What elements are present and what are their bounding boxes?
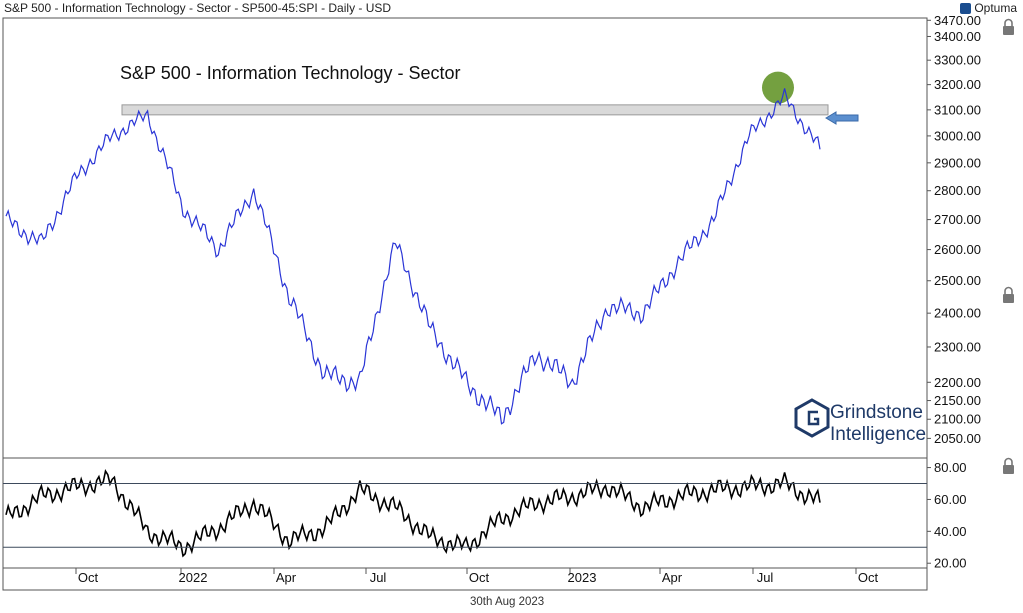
- x-tick-label: Oct: [858, 570, 879, 585]
- footer-date: 30th Aug 2023: [470, 596, 545, 608]
- price-y-tick-label: 3000.00: [934, 128, 981, 143]
- rsi-y-tick-label: 20.00: [934, 556, 967, 571]
- x-tick-label: 2022: [179, 570, 208, 585]
- price-y-tick-label: 2400.00: [934, 306, 981, 321]
- x-tick-label: Jul: [370, 570, 387, 585]
- rsi-y-tick-label: 40.00: [934, 524, 967, 539]
- price-y-tick-label: 2200.00: [934, 375, 981, 390]
- lock-icon[interactable]: [1003, 457, 1014, 475]
- x-axis: Oct 2022 Apr Jul Oct 2023 Apr Jul Oct: [75, 568, 879, 585]
- highlight-circle-icon: [762, 71, 794, 104]
- chart-title: S&P 500 - Information Technology - Secto…: [120, 63, 461, 83]
- price-series-line: [5, 88, 821, 425]
- price-y-tick-label: 2100.00: [934, 412, 981, 427]
- rsi-panel-frame: [2, 457, 928, 569]
- price-y-tick-label: 3300.00: [934, 53, 981, 68]
- watermark-line1: Grindstone: [830, 402, 923, 423]
- x-tick-label: Jul: [757, 570, 774, 585]
- rsi-y-axis: 80.00 60.00 40.00 20.00: [927, 460, 967, 571]
- lock-icon[interactable]: [1003, 18, 1014, 36]
- watermark-logo: Grindstone Intelligence: [794, 398, 926, 445]
- x-tick-label: Oct: [78, 570, 99, 585]
- left-arrow-icon: [825, 111, 859, 125]
- price-y-tick-label: 2150.00: [934, 393, 981, 408]
- price-y-tick-label: 2500.00: [934, 273, 981, 288]
- price-y-tick-label: 3470.00: [934, 13, 981, 28]
- price-y-tick-label: 2900.00: [934, 155, 981, 170]
- rsi-y-tick-label: 60.00: [934, 492, 967, 507]
- price-y-tick-label: 2600.00: [934, 242, 981, 257]
- x-tick-label: Apr: [662, 570, 683, 585]
- price-y-tick-label: 2300.00: [934, 339, 981, 354]
- rsi-y-tick-label: 80.00: [934, 460, 967, 475]
- brand-logo: Optuma: [960, 1, 1017, 15]
- x-tick-label: 2023: [568, 570, 597, 585]
- price-y-tick-label: 3100.00: [934, 102, 981, 117]
- price-y-tick-label: 2800.00: [934, 183, 981, 198]
- watermark-line2: Intelligence: [830, 424, 926, 445]
- lock-icon[interactable]: [1003, 286, 1014, 304]
- brand-label: Optuma: [974, 1, 1017, 15]
- chart-header: S&P 500 - Information Technology - Secto…: [4, 1, 392, 15]
- x-axis-panel: [2, 567, 928, 591]
- price-y-tick-label: 2700.00: [934, 212, 981, 227]
- x-tick-label: Oct: [469, 570, 490, 585]
- resistance-band: [121, 104, 829, 116]
- price-y-tick-label: 3400.00: [934, 29, 981, 44]
- price-y-tick-label: 3200.00: [934, 77, 981, 92]
- x-tick-label: Apr: [276, 570, 297, 585]
- optuma-logo-icon: [960, 2, 972, 14]
- price-y-tick-label: 2050.00: [934, 431, 981, 446]
- rsi-series-line: [5, 469, 821, 558]
